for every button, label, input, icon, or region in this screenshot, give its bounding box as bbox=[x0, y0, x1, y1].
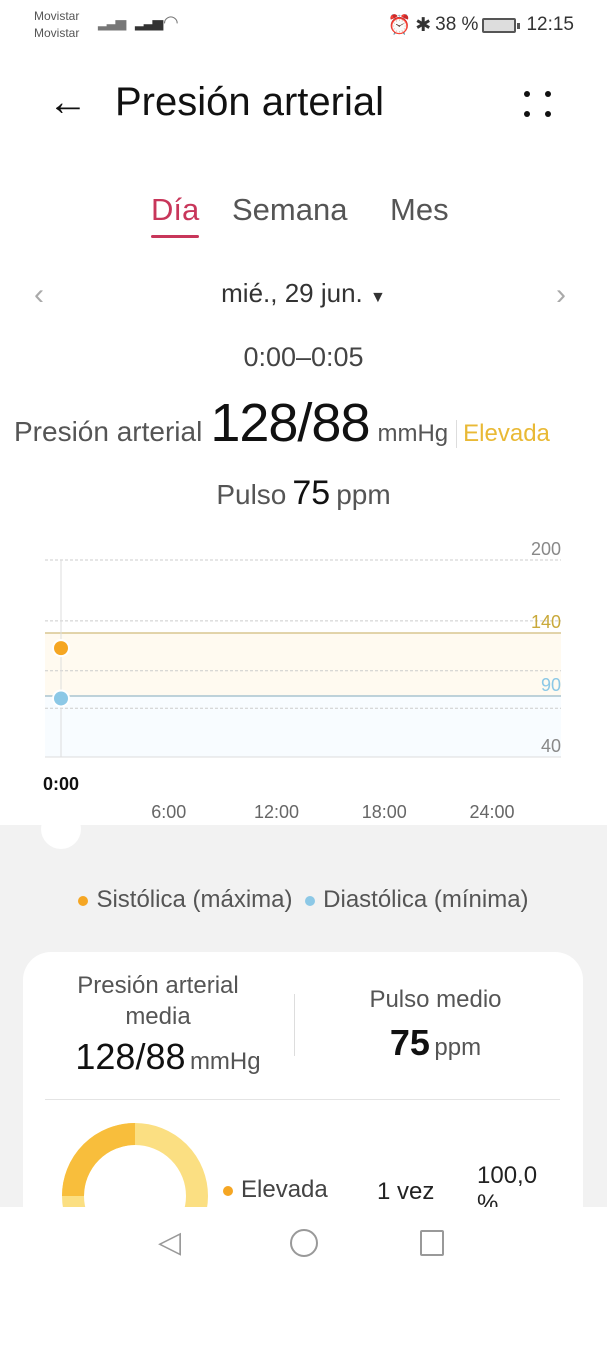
system-nav-bar: ◁ bbox=[0, 1207, 607, 1280]
next-day-button[interactable]: › bbox=[556, 278, 566, 311]
bp-chart[interactable]: 200 140 90 40 0:00 6:00 12:00 18:00 24:00 bbox=[0, 530, 607, 850]
tab-mes[interactable]: Mes bbox=[390, 192, 449, 227]
divider bbox=[294, 994, 295, 1056]
caret-down-icon: ▼ bbox=[370, 289, 386, 306]
date-selector[interactable]: mié., 29 jun. ▼ bbox=[0, 278, 607, 309]
clock: 12:15 bbox=[526, 14, 574, 35]
diastolic-dot-icon bbox=[305, 895, 316, 906]
bp-reading: Presión arterial 128/88 mmHg Elevada bbox=[14, 392, 550, 454]
carrier-2: Movistar bbox=[34, 26, 80, 40]
bp-label: Presión arterial bbox=[14, 416, 203, 447]
diastolic-point bbox=[54, 691, 68, 706]
time-range: 0:00–0:05 bbox=[243, 342, 364, 372]
status-bar: Movistar Movistar ▂▃▅ ▂▃▅ ◠ ⏰ ✱ 38 % 12:1… bbox=[0, 0, 607, 50]
y-tick-label: 40 bbox=[541, 736, 561, 756]
avg-pulse-label: Pulso medio bbox=[369, 986, 502, 1013]
wifi-icon: ◠ bbox=[163, 12, 179, 32]
elevated-dot-icon bbox=[223, 1185, 233, 1196]
pulse-unit: ppm bbox=[336, 479, 391, 510]
period-tabs: Día Semana Mes bbox=[0, 192, 607, 252]
tab-dia[interactable]: Día bbox=[151, 192, 200, 238]
systolic-point bbox=[54, 641, 68, 656]
carrier-1: Movistar bbox=[34, 9, 80, 23]
nav-recents-button[interactable] bbox=[420, 1230, 444, 1256]
distribution-label: Elevada bbox=[241, 1176, 328, 1203]
prev-day-button[interactable]: ‹ bbox=[34, 278, 44, 311]
pulse-value: 75 bbox=[292, 474, 331, 512]
y-tick-label: 90 bbox=[541, 675, 561, 695]
bluetooth-icon: ✱ bbox=[415, 14, 432, 36]
y-tick-label: 200 bbox=[531, 539, 561, 559]
divider bbox=[45, 1099, 560, 1100]
alarm-icon: ⏰ bbox=[387, 15, 412, 36]
signal-icon: ▂▃▅ bbox=[135, 14, 163, 30]
date-label: mié., 29 jun. bbox=[221, 278, 363, 308]
nav-back-button[interactable]: ◁ bbox=[158, 1226, 182, 1259]
x-tick-label: 0:00 bbox=[43, 774, 79, 794]
avg-bp-label: Presión arterial media bbox=[77, 972, 239, 1030]
tab-semana[interactable]: Semana bbox=[232, 192, 348, 227]
chart-legend: Sistólica (máxima) Diastólica (mínima) bbox=[0, 886, 607, 914]
page-title: Presión arterial bbox=[115, 80, 385, 124]
more-button[interactable] bbox=[520, 86, 556, 122]
signal-icon: ▂▃▅ bbox=[98, 14, 126, 30]
systolic-dot-icon bbox=[78, 895, 89, 906]
avg-bp-unit: mmHg bbox=[189, 1048, 261, 1075]
normal-band bbox=[45, 696, 561, 757]
avg-pulse-value: 75 bbox=[389, 1022, 430, 1063]
nav-home-button[interactable] bbox=[290, 1229, 318, 1257]
bp-status: Elevada bbox=[456, 420, 550, 448]
time-slider-handle[interactable] bbox=[41, 809, 81, 849]
x-tick-label: 12:00 bbox=[254, 802, 299, 822]
distribution-count: 1 vez bbox=[377, 1178, 435, 1205]
legend-systolic: Sistólica (máxima) bbox=[96, 886, 293, 913]
pulse-label: Pulso bbox=[216, 479, 287, 510]
x-tick-label: 18:00 bbox=[362, 802, 407, 822]
avg-pulse-unit: ppm bbox=[434, 1034, 482, 1061]
arrow-left-icon: ← bbox=[48, 80, 88, 124]
avg-bp-value: 128/88 bbox=[75, 1036, 186, 1077]
bp-value: 128/88 bbox=[210, 393, 370, 453]
x-tick-label: 24:00 bbox=[469, 802, 514, 822]
legend-diastolic: Diastólica (mínima) bbox=[323, 886, 529, 913]
distribution-row: Elevada bbox=[223, 1176, 328, 1204]
x-tick-label: 6:00 bbox=[151, 802, 186, 822]
battery-percent: 38 % bbox=[435, 14, 479, 35]
back-button[interactable]: ← bbox=[48, 80, 88, 125]
y-tick-label: 140 bbox=[531, 612, 561, 632]
battery-icon bbox=[482, 17, 521, 33]
elevated-band bbox=[45, 633, 561, 696]
bp-unit: mmHg bbox=[377, 420, 449, 447]
summary-card: Presión arterial media 128/88 mmHg Pulso… bbox=[23, 952, 583, 1352]
pulse-reading: Pulso 75 ppm bbox=[0, 474, 607, 513]
